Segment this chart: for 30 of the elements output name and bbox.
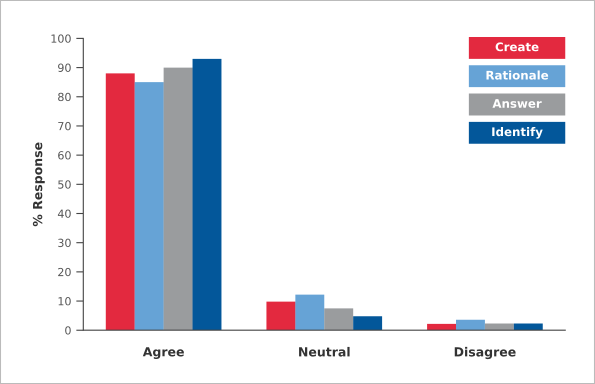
x-tick-label: Agree [142,347,184,360]
x-tick-label: Disagree [454,346,516,360]
y-tick-label: 0 [65,326,71,335]
y-tick-label: 90 [58,64,71,72]
bar [266,302,296,330]
y-tick-label: 80 [58,92,71,102]
y-tick-label: 40 [58,209,71,218]
bar [324,308,354,330]
text: Identify [492,127,543,139]
bar [353,316,382,330]
bar [456,320,485,330]
bar [484,324,514,330]
x-tick-label: Neutral [299,346,350,357]
bar [514,324,543,330]
bar [164,68,193,330]
text: Create [496,42,539,52]
bar [295,294,324,330]
y-tick-label: 70 [58,122,71,130]
bar [106,73,135,330]
y-tick-label: 10 [58,297,71,306]
y-axis-title: % Response [32,142,45,226]
text: Answer [492,99,542,108]
text: Rationale [486,70,548,80]
y-tick-label: 60 [58,151,71,160]
y-tick-label: 20 [58,268,71,276]
y-tick-label: 50 [58,180,71,189]
bar [134,82,164,330]
y-tick-label: 30 [58,238,71,248]
bar [192,58,222,330]
y-tick-label: 100 [52,34,71,43]
